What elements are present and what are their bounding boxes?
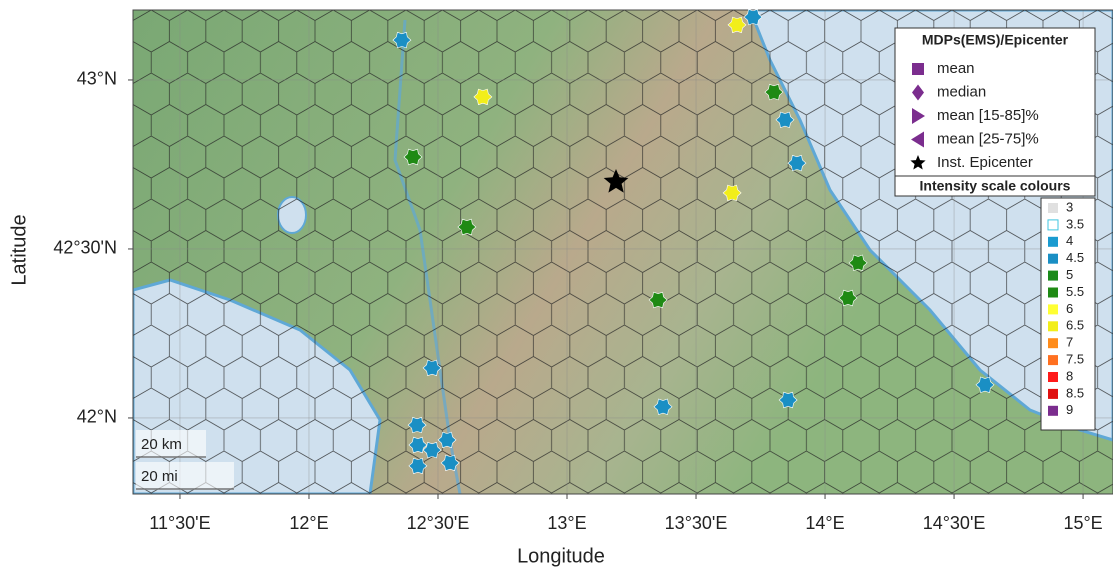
legend-label: 9	[1066, 402, 1073, 417]
legend-swatch	[1048, 304, 1058, 314]
legend-label: mean [15-85]%	[937, 107, 1039, 124]
legend-label: Inst. Epicenter	[937, 154, 1033, 171]
x-tick-label: 13°E	[547, 513, 586, 533]
legend-swatch	[1048, 355, 1058, 365]
x-tick-label: 14°30'E	[923, 513, 986, 533]
legend-swatch	[1048, 237, 1058, 247]
legend-swatch	[1048, 372, 1058, 382]
x-axis-label: Longitude	[517, 545, 605, 567]
x-tick-label: 12°E	[289, 513, 328, 533]
legend-swatch	[1048, 220, 1058, 230]
legend-label: 5	[1066, 267, 1073, 282]
legend-label: 7.5	[1066, 352, 1084, 367]
scale-label: 20 km	[141, 436, 182, 453]
legend-label: 5.5	[1066, 284, 1084, 299]
legend-swatch	[1048, 288, 1058, 298]
x-tick-label: 11°30'E	[149, 513, 210, 533]
legend-swatch	[1048, 271, 1058, 281]
legend-label: median	[937, 83, 986, 100]
y-tick-label: 42°30'N	[53, 238, 117, 258]
x-tick-label: 15°E	[1063, 513, 1102, 533]
legend-swatch	[1048, 389, 1058, 399]
legend-label: 3	[1066, 199, 1073, 214]
scale-label: 20 mi	[141, 468, 178, 485]
legend-swatch	[1048, 321, 1058, 331]
legend-label: 7	[1066, 335, 1073, 350]
legend-label: 4	[1066, 233, 1073, 248]
legend-symbol	[912, 63, 924, 75]
legend-label: 6.5	[1066, 318, 1084, 333]
legend-title: Intensity scale colours	[920, 178, 1071, 194]
x-tick-label: 13°30'E	[665, 513, 728, 533]
legend-label: 8.5	[1066, 385, 1084, 400]
legend-swatch	[1048, 254, 1058, 264]
x-tick-label: 12°30'E	[407, 513, 470, 533]
legend-swatch	[1048, 406, 1058, 416]
legend-swatch	[1048, 203, 1058, 213]
legend-label: mean	[937, 60, 975, 77]
y-tick-label: 43°N	[77, 69, 117, 89]
y-tick-label: 42°N	[77, 407, 117, 427]
legend-label: 4.5	[1066, 250, 1084, 265]
legend-title: MDPs(EMS)/Epicenter	[922, 32, 1069, 48]
x-tick-label: 14°E	[805, 513, 844, 533]
map-figure: 11°30'E 12°E 12°30'E 13°E 13°30'E 14°E 14°30'E…	[0, 0, 1113, 571]
legend-mdp: MDPs(EMS)/Epicenter mean median mean [15-8…	[895, 28, 1095, 176]
y-axis-label: Latitude	[8, 214, 30, 285]
legend-swatch	[1048, 338, 1058, 348]
legend-label: 8	[1066, 368, 1073, 383]
legend-label: mean [25-75]%	[937, 130, 1039, 147]
legend-label: 6	[1066, 301, 1073, 316]
legend-label: 3.5	[1066, 216, 1084, 231]
